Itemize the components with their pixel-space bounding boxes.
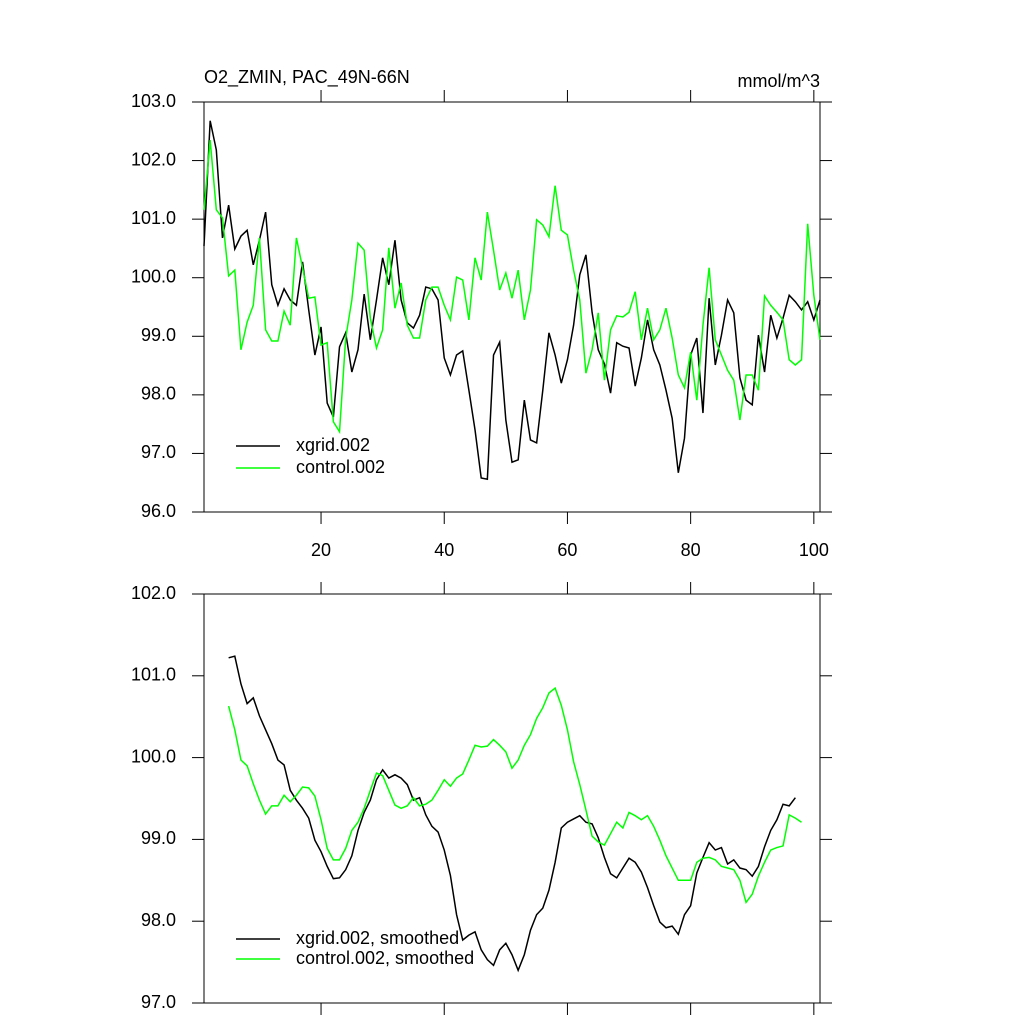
x-tick-label: 40 [434, 540, 454, 560]
y-tick-label: 102.0 [131, 149, 176, 169]
plot-frame [203, 101, 821, 513]
x-tick-label: 60 [557, 540, 577, 560]
legend-label: control.002, smoothed [296, 948, 474, 968]
y-tick-label: 98.0 [141, 384, 176, 404]
data-line [203, 140, 821, 435]
y-tick-label: 100.0 [131, 266, 176, 286]
y-tick-label: 97.0 [141, 992, 176, 1012]
x-tick-label: 20 [311, 540, 331, 560]
y-tick-label: 101.0 [131, 665, 176, 685]
y-tick-label: 100.0 [131, 746, 176, 766]
y-tick-label: 102.0 [131, 583, 176, 603]
data-line [228, 655, 796, 973]
y-tick-label: 97.0 [141, 442, 176, 462]
legend-label: xgrid.002, smoothed [296, 928, 459, 948]
legend-label: control.002 [296, 457, 385, 477]
plot-frame [203, 593, 821, 1004]
y-tick-label: 99.0 [141, 325, 176, 345]
y-tick-label: 103.0 [131, 91, 176, 111]
y-tick-label: 98.0 [141, 910, 176, 930]
data-line [203, 120, 821, 481]
chart-title: O2_ZMIN, PAC_49N-66N [204, 67, 410, 88]
data-line [227, 686, 802, 905]
legend-label: xgrid.002 [296, 435, 370, 455]
y-tick-label: 99.0 [141, 828, 176, 848]
y-tick-label: 101.0 [131, 208, 176, 228]
x-tick-label: 80 [681, 540, 701, 560]
units-label: mmol/m^3 [738, 71, 820, 91]
y-tick-label: 96.0 [141, 501, 176, 521]
x-tick-label: 100 [799, 540, 829, 560]
